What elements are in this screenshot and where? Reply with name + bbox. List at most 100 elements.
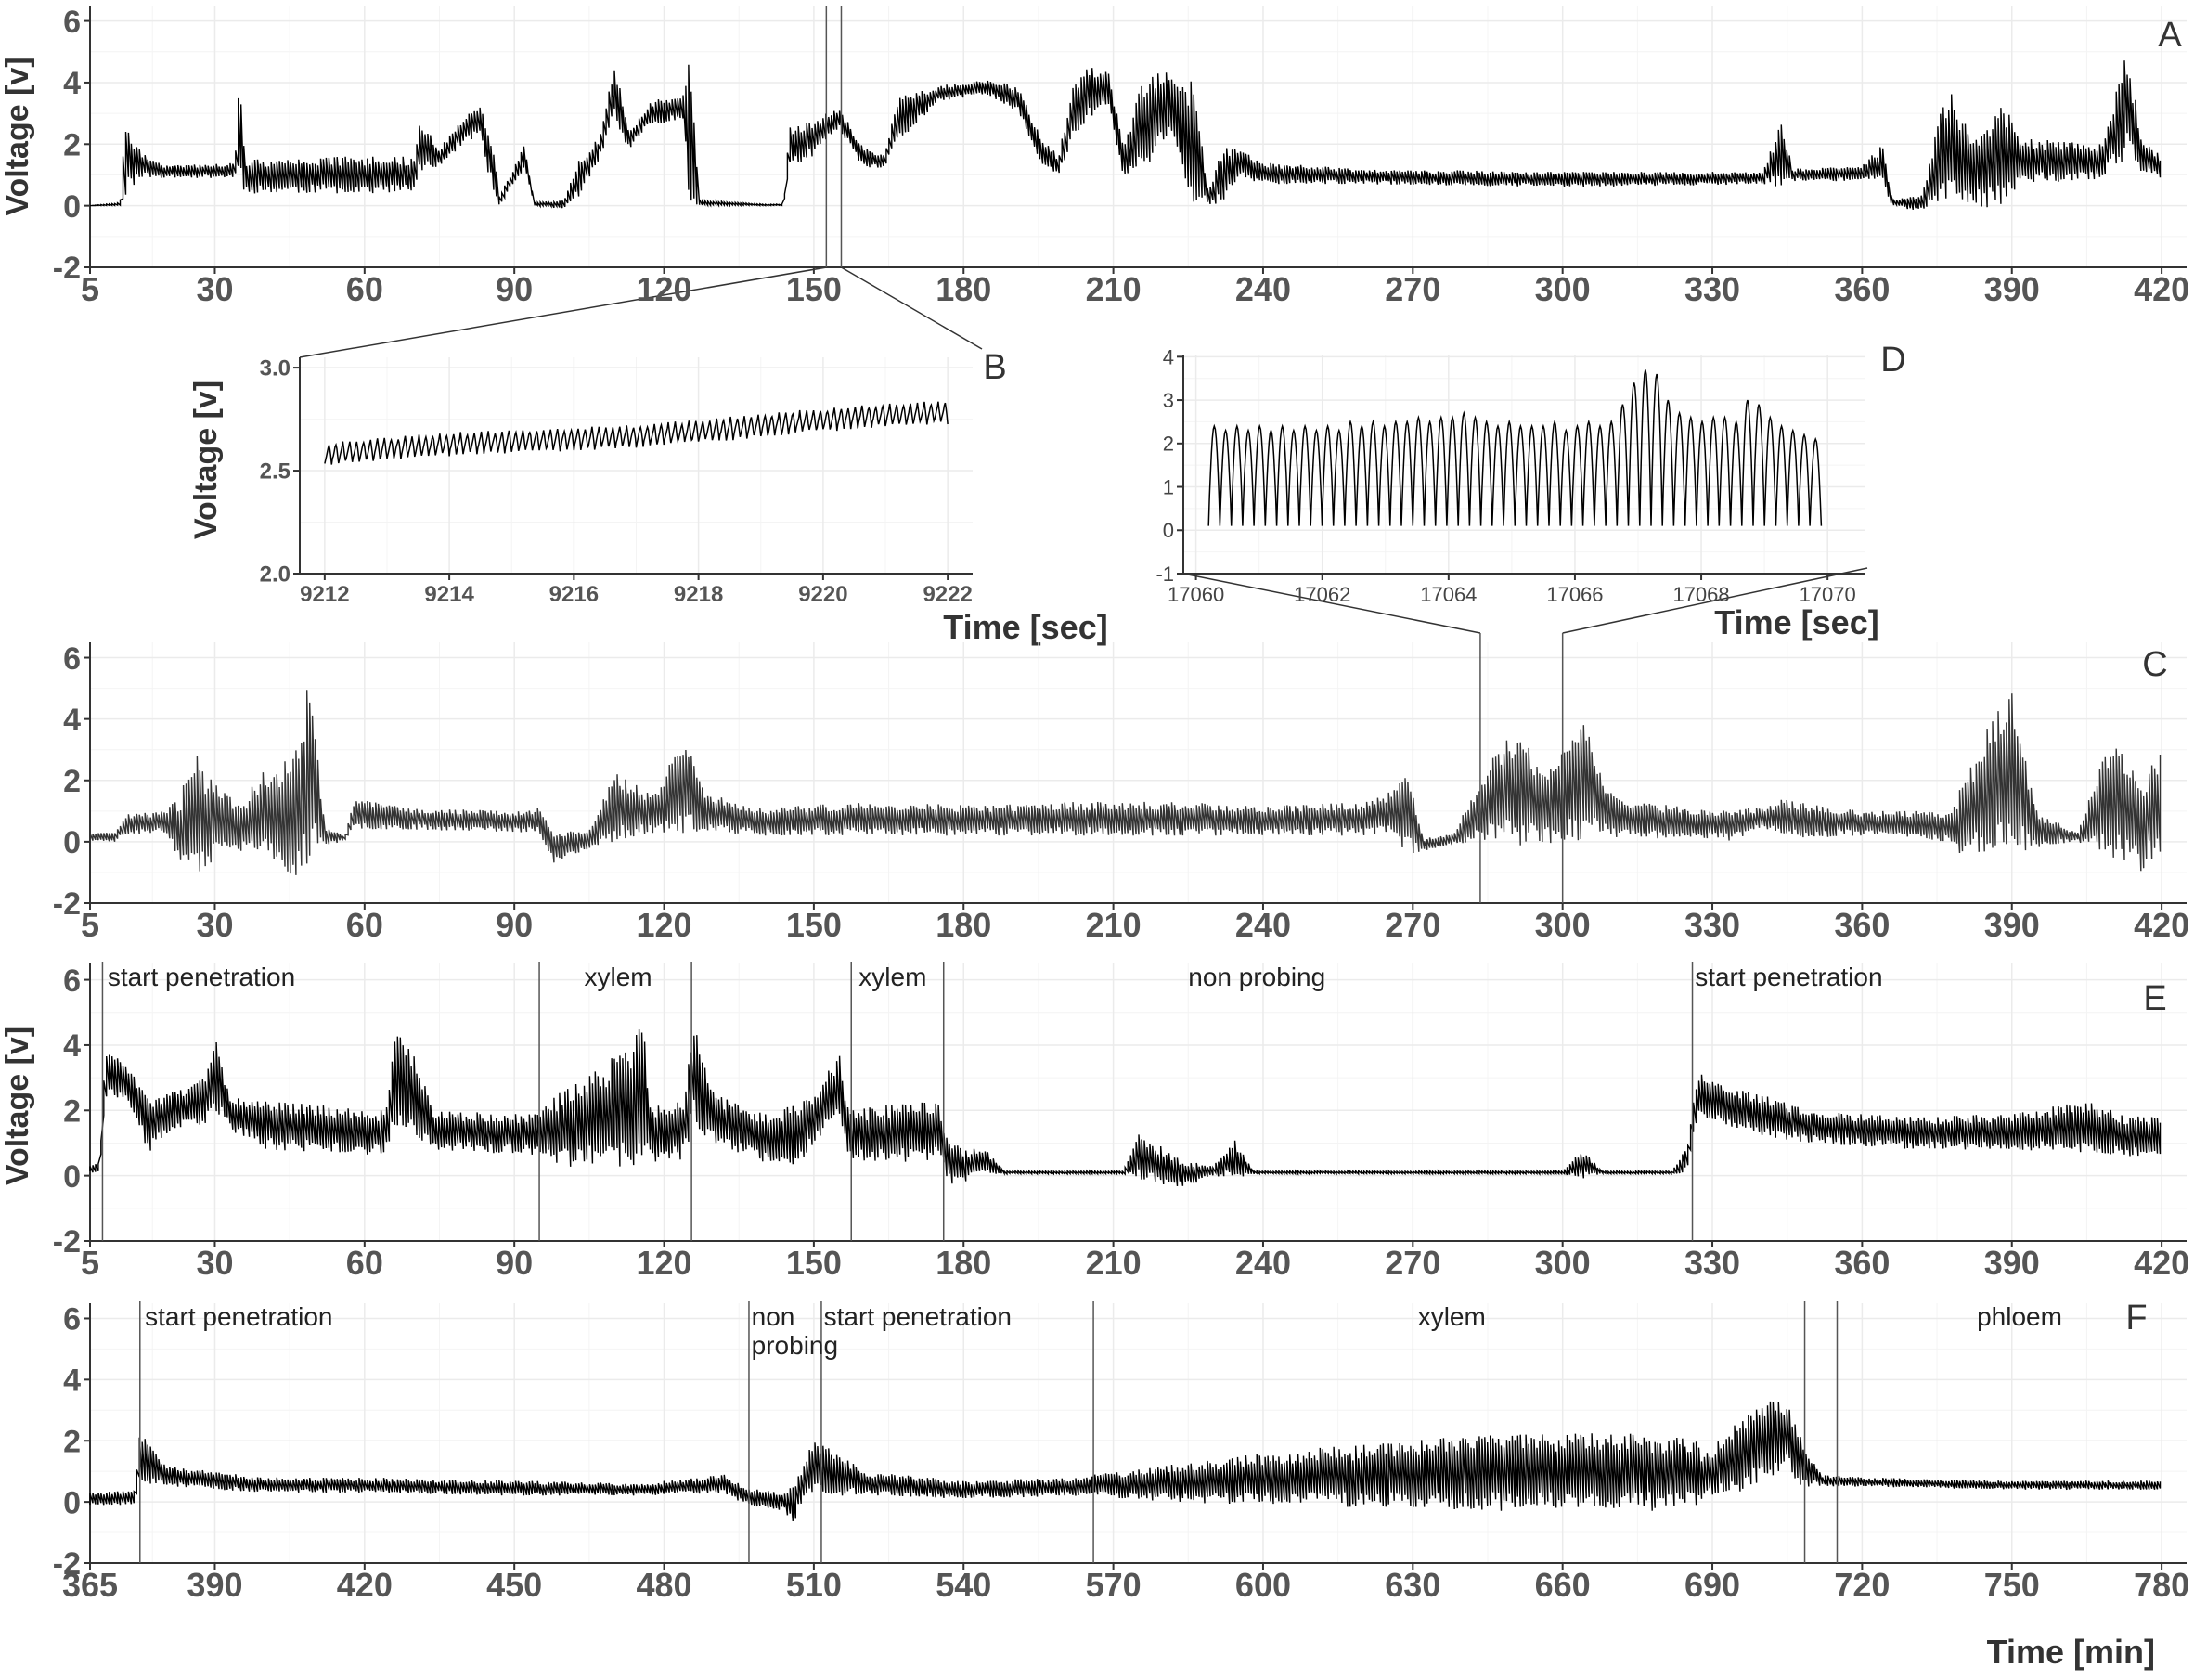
zoom-connector-d-right <box>1562 567 1868 634</box>
zoom-connector-b-left <box>299 266 827 358</box>
x-tick-label: 120 <box>636 1244 691 1282</box>
x-tick-label: 360 <box>1834 270 1890 308</box>
y-tick-label: -2 <box>53 251 81 286</box>
x-tick-label: 780 <box>2134 1566 2189 1604</box>
panel-a-chart: 5 30 60 90 120 150 180 210 240 270 300 330 360 390 420… <box>0 5 2189 308</box>
y-axis-title: Voltage [v] <box>0 1027 35 1185</box>
voltage-trace <box>324 401 949 465</box>
plot-grid <box>300 357 973 575</box>
x-tick-label: 420 <box>337 1566 393 1604</box>
x-tick-label: 570 <box>1086 1566 1142 1604</box>
y-tick-label: 6 <box>63 5 81 40</box>
panel-c-chart: 5 30 60 90 120 150 180 210 240 270 300 330 360 390 420… <box>53 633 2189 944</box>
zoom-connector-d-left <box>1182 573 1481 634</box>
x-axis-title: Time [sec] <box>1714 603 1878 641</box>
y-tick-label: 1 <box>1163 475 1174 498</box>
phase-annotation: start penetration <box>824 1302 1012 1331</box>
x-tick-label: 270 <box>1385 906 1440 944</box>
y-tick-label: 2 <box>63 1424 81 1459</box>
x-tick-label: 9216 <box>549 582 599 607</box>
panel-b-chart: 9212 9214 9216 9218 9220 9222 2.0 2.5 3.0 B Voltag… <box>188 348 1108 646</box>
y-tick-label: 0 <box>63 1159 81 1195</box>
x-axis-title: Time [sec] <box>943 608 1107 646</box>
panel-label: A <box>2158 16 2182 55</box>
x-tick-label: 240 <box>1235 1244 1291 1282</box>
plot-grid <box>89 642 2187 904</box>
y-tick-label: 2.0 <box>260 562 290 588</box>
x-tick-label: 630 <box>1385 1566 1440 1604</box>
x-tick-label: 240 <box>1235 906 1291 944</box>
x-tick-label: 9222 <box>923 582 972 607</box>
panel-label: D <box>1880 341 1905 380</box>
x-tick-label: 60 <box>346 1244 383 1282</box>
y-tick-label: 6 <box>63 1302 81 1338</box>
x-tick-label: 510 <box>786 1566 842 1604</box>
phase-annotation: probing <box>752 1331 838 1360</box>
y-tick-label: 2 <box>63 1094 81 1130</box>
x-tick-label: 9218 <box>674 582 723 607</box>
x-tick-label: 270 <box>1385 1244 1440 1282</box>
y-tick-label: 2.5 <box>260 459 290 485</box>
voltage-trace <box>90 60 2162 211</box>
x-tick-label: 210 <box>1086 270 1142 308</box>
y-tick-label: 4 <box>63 1363 81 1399</box>
panel-f-chart: 365 390 420 450 480 510 540 570 600 630 660 690 720 7… <box>53 1299 2189 1671</box>
phase-annotation: phloem <box>1977 1302 2062 1331</box>
x-tick-label: 360 <box>1834 1244 1890 1282</box>
x-tick-label: 17060 <box>1168 583 1224 606</box>
y-tick-label: -2 <box>53 886 81 922</box>
x-tick-label: 5 <box>81 270 99 308</box>
panel-d-chart: 17060 17062 17064 17066 17068 17070 -1 0 1 2 3 4 D Ti… <box>1155 341 1905 641</box>
x-tick-label: 300 <box>1535 1244 1591 1282</box>
x-axis-title: Time [min] <box>1987 1633 2155 1671</box>
x-tick-label: 390 <box>1984 270 2040 308</box>
voltage-trace <box>89 1028 2162 1186</box>
zoom-connector-lines <box>299 266 1868 634</box>
x-tick-label: 150 <box>786 1244 842 1282</box>
x-tick-label: 120 <box>636 270 691 308</box>
zoom-connector-b-right <box>841 266 983 350</box>
x-tick-label: 180 <box>936 270 991 308</box>
phase-annotation: start penetration <box>145 1302 332 1331</box>
x-tick-label: 90 <box>496 270 533 308</box>
x-tick-label: 750 <box>1984 1566 2040 1604</box>
y-axis-title: Voltage [v] <box>0 57 35 215</box>
y-tick-label: 4 <box>1163 345 1174 368</box>
y-tick-label: 4 <box>63 1028 81 1064</box>
y-tick-label: 6 <box>63 641 81 677</box>
panel-e-chart: 5 30 60 90 120 150 180 210 240 270 300 330 360 390 420… <box>0 962 2189 1282</box>
x-tick-label: 600 <box>1235 1566 1291 1604</box>
x-tick-label: 120 <box>636 906 691 944</box>
x-tick-label: 660 <box>1535 1566 1591 1604</box>
y-tick-label: 4 <box>63 66 81 101</box>
x-tick-label: 390 <box>1984 1244 2040 1282</box>
panel-label: B <box>983 348 1006 387</box>
x-tick-label: 270 <box>1385 270 1440 308</box>
x-tick-label: 540 <box>936 1566 991 1604</box>
x-tick-label: 30 <box>196 1244 233 1282</box>
y-tick-label: -2 <box>53 1546 81 1582</box>
x-tick-label: 690 <box>1684 1566 1740 1604</box>
y-tick-label: 0 <box>1163 519 1174 542</box>
y-tick-label: 3.0 <box>260 356 290 381</box>
x-tick-label: 60 <box>346 906 383 944</box>
y-axis-title: Voltage [v] <box>188 381 224 539</box>
voltage-trace <box>89 1401 2162 1521</box>
x-tick-label: 330 <box>1684 270 1740 308</box>
panel-label: E <box>2143 979 2166 1018</box>
x-tick-label: 300 <box>1535 906 1591 944</box>
x-tick-label: 720 <box>1834 1566 1890 1604</box>
x-tick-label: 210 <box>1086 1244 1142 1282</box>
panel-label: F <box>2125 1299 2147 1338</box>
x-tick-label: 450 <box>486 1566 542 1604</box>
phase-annotation: xylem <box>858 963 926 991</box>
x-tick-label: 17068 <box>1672 583 1729 606</box>
x-tick-label: 360 <box>1834 906 1890 944</box>
x-tick-label: 9212 <box>300 582 349 607</box>
x-tick-label: 420 <box>2134 1244 2189 1282</box>
x-tick-label: 17070 <box>1800 583 1856 606</box>
x-tick-label: 17066 <box>1546 583 1603 606</box>
x-tick-label: 9220 <box>798 582 847 607</box>
phase-annotation: xylem <box>1418 1302 1486 1331</box>
